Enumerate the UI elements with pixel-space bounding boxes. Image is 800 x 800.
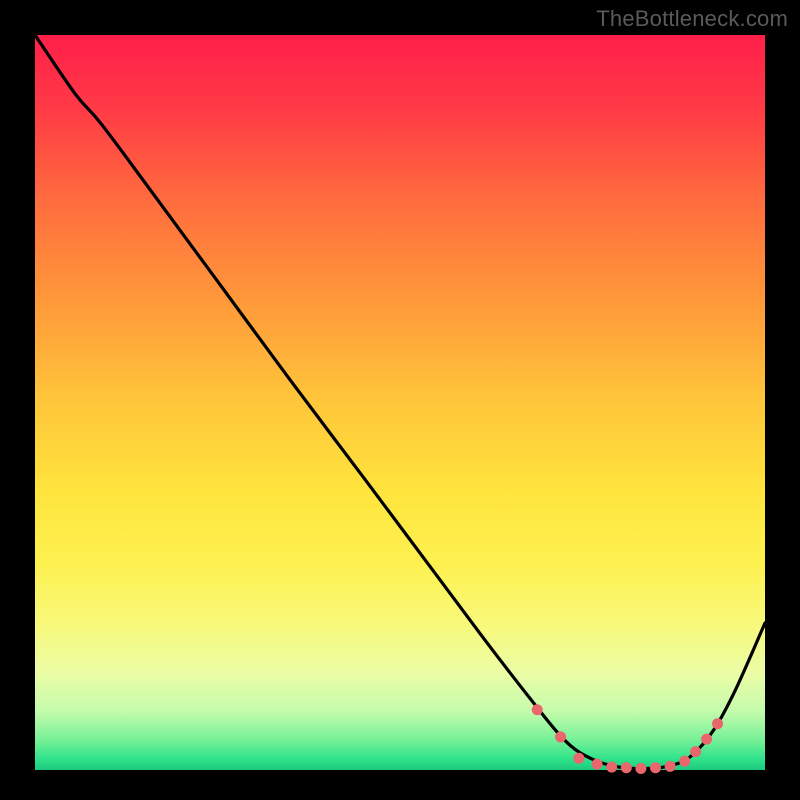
data-marker	[690, 746, 701, 757]
data-marker	[555, 731, 566, 742]
chart-background	[35, 35, 765, 770]
data-marker	[573, 753, 584, 764]
data-marker	[592, 759, 603, 770]
watermark-label: TheBottleneck.com	[596, 6, 788, 32]
bottleneck-chart	[0, 0, 800, 800]
data-marker	[712, 718, 723, 729]
data-marker	[679, 756, 690, 767]
data-marker	[701, 734, 712, 745]
data-marker	[635, 763, 646, 774]
data-marker	[532, 704, 543, 715]
data-marker	[606, 762, 617, 773]
data-marker	[650, 762, 661, 773]
data-marker	[665, 761, 676, 772]
data-marker	[621, 762, 632, 773]
